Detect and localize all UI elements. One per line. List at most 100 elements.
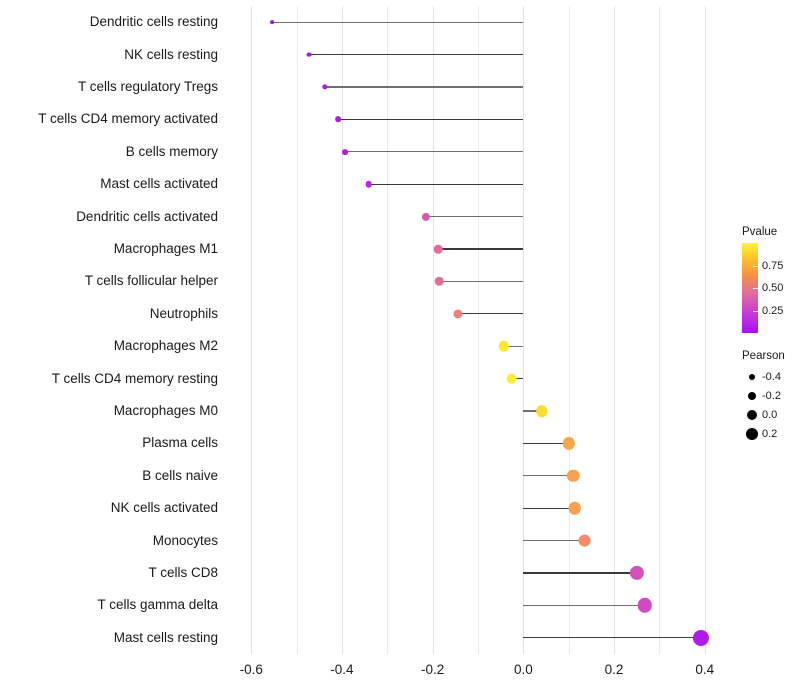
lollipop-stem [523,637,702,639]
x-axis-tick-label: -0.6 [239,662,263,677]
legend-size-label: 0.2 [762,427,778,440]
gridline-major [704,6,706,654]
y-axis-tick-label: T cells gamma delta [97,597,218,613]
colorbar-tick-mark [753,265,758,267]
gridline-major [523,6,525,654]
x-axis: -0.6 -0.4 -0.2 0.0 0.2 0.4 [0,656,800,686]
gridline-minor [478,6,479,654]
legend-pvalue: Pvalue 0.75 0.50 0.25 [742,226,800,333]
lollipop-stem [503,345,524,347]
lollipop-stem [523,572,637,574]
y-axis-tick-label: Macrophages M1 [113,241,218,256]
lollipop-dot[interactable] [637,598,653,613]
lollipop-dot[interactable] [693,629,710,646]
pvalue-colorbar: 0.75 0.50 0.25 [742,243,800,333]
lollipop-stem [272,21,524,23]
lollipop-dot[interactable] [433,244,443,254]
x-axis-tick-label: 0.2 [604,662,624,677]
gridline-minor [296,6,298,654]
lollipop-stem [344,151,524,153]
lollipop-stem [308,53,524,56]
lollipop-stem [439,280,524,283]
lollipop-dot[interactable] [562,437,575,450]
y-axis-tick-label: B cells naive [142,467,218,483]
lollipop-stem [438,248,524,250]
lollipop-dot[interactable] [365,180,372,188]
y-axis-tick-label: NK cells resting [124,46,218,62]
x-axis-tick-label: 0.0 [513,662,533,677]
lollipop-dot[interactable] [535,405,548,417]
legend-size-label: -0.4 [762,370,781,383]
y-axis-tick-label: Dendritic cells activated [76,208,218,224]
y-axis-tick-label: Monocytes [152,532,218,548]
legend-size-label: -0.2 [762,389,781,402]
y-axis-tick-label: Mast cells activated [100,176,218,192]
gridline-minor [568,6,570,654]
lollipop-dot[interactable] [498,340,510,352]
lollipop-stem [425,215,524,218]
legend-size-dot [746,427,758,440]
lollipop-stem [457,313,524,315]
y-axis-labels: Dendritic cells resting NK cells resting T… [0,0,218,700]
legend-size-dot [749,373,755,380]
lollipop-dot[interactable] [568,501,581,515]
x-axis-tick-label: -0.4 [330,662,354,677]
lollipop-dot[interactable] [629,565,644,581]
gridline-major [614,6,616,654]
legend-pearson-title: Pearson [742,350,785,362]
gridline-minor [387,6,389,654]
legend-pearson: Pearson -0.4 -0.2 0.0 0.2 [742,350,800,443]
legend-size-item: -0.2 [742,386,800,405]
y-axis-tick-label: T cells CD4 memory resting [51,370,218,386]
lollipop-dot[interactable] [453,309,463,319]
legend-size-item: -0.4 [742,367,800,386]
plot-panel [224,6,732,654]
lollipop-stem [511,377,524,380]
legend-size-dot-cell [742,409,762,420]
legend-size-dot-cell [742,427,762,440]
y-axis-tick-label: T cells CD8 [148,565,218,580]
lollipop-dot[interactable] [341,148,348,155]
gridline-major [432,6,434,654]
lollipop-stem [523,507,575,509]
lollipop-stem [338,118,524,121]
colorbar-tick-mark [753,288,758,289]
lollipop-stem [523,442,569,445]
y-axis-tick-label: B cells memory [125,143,218,159]
y-axis-tick-label: Dendritic cells resting [89,14,218,30]
lollipop-dot[interactable] [335,116,342,123]
lollipop-dot[interactable] [306,52,312,58]
colorbar-tick-label: 0.25 [762,304,784,317]
lollipop-stem [368,183,524,185]
lollipop-stem [523,604,645,607]
legend-size-dot-cell [742,391,762,400]
x-axis-tick-label: 0.4 [695,662,715,677]
lollipop-stem [523,475,574,477]
lollipop-dot[interactable] [578,534,591,547]
y-axis-tick-label: T cells regulatory Tregs [77,79,218,94]
lollipop-stem [523,539,585,542]
lollipop-dot[interactable] [567,469,580,483]
gridline-minor [659,6,661,654]
y-axis-tick-label: T cells CD4 memory activated [38,111,218,127]
colorbar-tick-label: 0.75 [762,259,784,272]
legend-size-label: 0.0 [762,408,778,421]
lollipop-dot[interactable] [322,84,328,90]
lollipop-stem [523,410,542,412]
legend-size-item: 0.0 [742,405,800,424]
legend-size-item: 0.2 [742,424,800,443]
legend-size-dot [747,409,757,420]
y-axis-tick-label: NK cells activated [110,500,218,516]
y-axis-tick-label: Mast cells resting [113,629,218,645]
lollipop-dot[interactable] [421,212,430,221]
colorbar-tick-mark [753,310,758,312]
legend-size-dot-cell [742,373,762,380]
lollipop-dot[interactable] [506,373,517,384]
y-axis-tick-label: Macrophages M2 [113,338,218,354]
legend-size-dot [748,391,756,400]
gridline-major [251,6,253,654]
lollipop-dot[interactable] [270,20,274,25]
lollipop-dot[interactable] [435,277,444,286]
gridline-major [341,6,343,654]
